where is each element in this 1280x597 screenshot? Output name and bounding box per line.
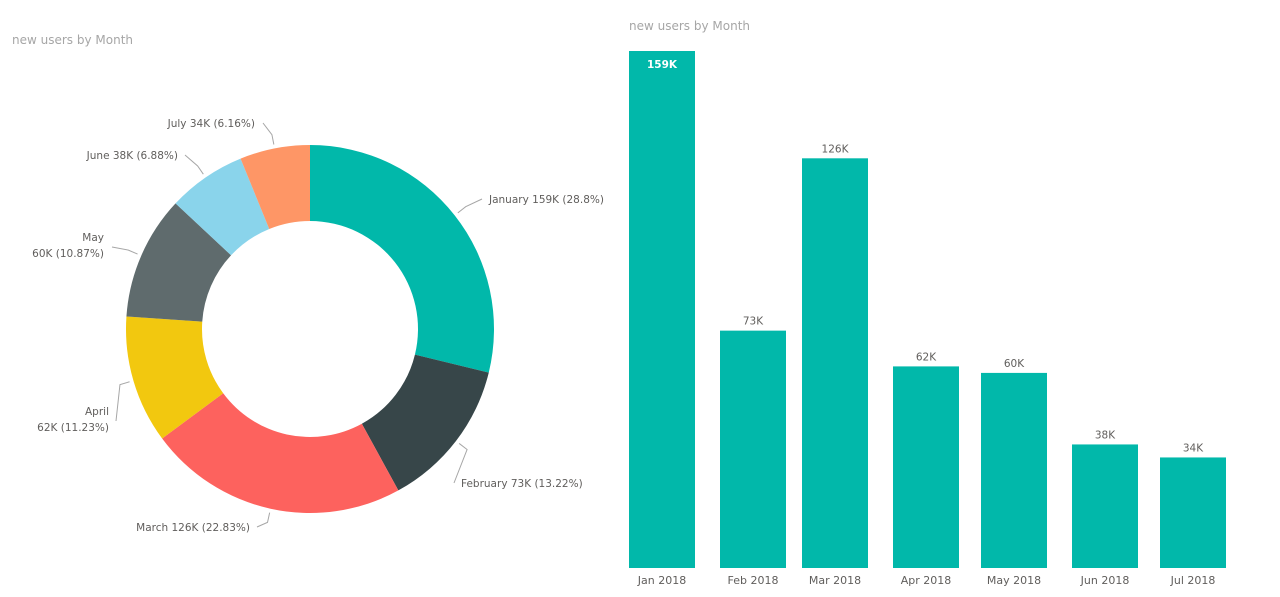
donut-data-label-value: 62K (11.23%) — [37, 422, 109, 434]
x-axis-tick-label: Jun 2018 — [1080, 574, 1130, 587]
donut-data-label: March 126K (22.83%) — [136, 522, 250, 534]
donut-leader-line — [262, 122, 275, 145]
bar-value-label: 34K — [1183, 442, 1204, 454]
x-axis-tick-label: Apr 2018 — [901, 574, 952, 587]
bar-jun-2018[interactable] — [1072, 444, 1138, 568]
donut-slice-april[interactable] — [126, 316, 224, 439]
bar-may-2018[interactable] — [981, 372, 1047, 568]
donut-slice-june[interactable] — [175, 158, 270, 256]
donut-leader-line — [256, 512, 271, 528]
bar-value-label: 62K — [916, 351, 937, 363]
bar-jan-2018[interactable] — [629, 51, 695, 568]
bar-chart-title: new users by Month — [629, 19, 751, 33]
donut-data-label-category: April — [85, 406, 109, 418]
donut-data-label: July 34K (6.16%) — [167, 118, 255, 130]
donut-data-label-category: May — [82, 232, 104, 244]
donut-slice-february[interactable] — [361, 354, 489, 491]
donut-leader-line — [453, 443, 468, 484]
x-axis-tick-label: Feb 2018 — [728, 574, 779, 587]
donut-data-label: January 159K (28.8%) — [488, 194, 604, 206]
bar-mar-2018[interactable] — [802, 158, 868, 568]
x-axis-tick-label: Jul 2018 — [1170, 574, 1216, 587]
donut-data-label: February 73K (13.22%) — [461, 478, 583, 490]
donut-slice-march[interactable] — [162, 393, 399, 513]
donut-leader-line — [111, 246, 138, 255]
donut-chart: January 159K (28.8%) February 73K (13.22%… — [32, 118, 604, 534]
donut-leader-line — [457, 198, 483, 214]
donut-slice-july[interactable] — [240, 145, 310, 229]
bar-chart: 159K Jan 2018 73K Feb 2018 126K Mar 2018 62K Ap… — [629, 51, 1226, 587]
bar-apr-2018[interactable] — [893, 366, 959, 568]
x-axis-tick-label: May 2018 — [987, 574, 1041, 587]
donut-leader-line — [184, 154, 204, 175]
bar-value-label: 60K — [1004, 358, 1025, 370]
bar-jul-2018[interactable] — [1160, 457, 1226, 568]
bar-value-label: 159K — [647, 59, 678, 71]
x-axis-tick-label: Mar 2018 — [809, 574, 861, 587]
donut-chart-title: new users by Month — [12, 33, 134, 47]
donut-slice-january[interactable] — [310, 145, 494, 373]
donut-leader-line — [115, 381, 130, 422]
donut-data-label-value: 60K (10.87%) — [32, 248, 104, 260]
donut-slice-may[interactable] — [126, 203, 232, 322]
bar-feb-2018[interactable] — [720, 330, 786, 568]
donut-data-label: June 38K (6.88%) — [86, 150, 178, 162]
x-axis-tick-label: Jan 2018 — [637, 574, 686, 587]
bar-value-label: 38K — [1095, 429, 1116, 441]
bar-value-label: 126K — [822, 143, 850, 155]
bar-value-label: 73K — [743, 316, 764, 328]
